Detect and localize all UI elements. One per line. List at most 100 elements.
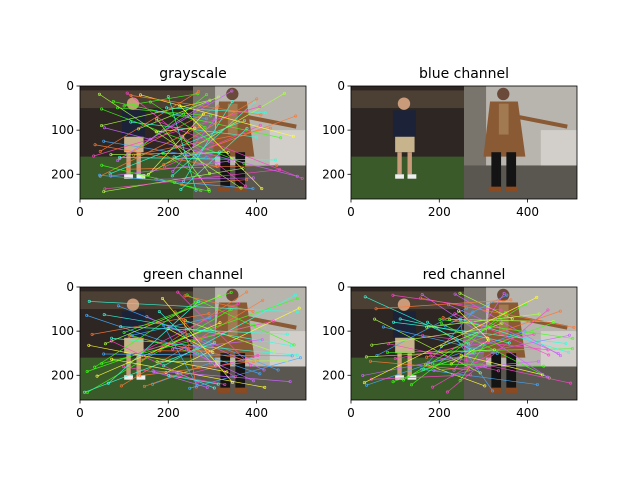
- keypoint-marker: [127, 334, 131, 338]
- keypoint-marker: [485, 336, 489, 340]
- left-person-leg-left: [126, 152, 131, 175]
- match-line: [460, 318, 569, 353]
- match-line: [172, 101, 255, 177]
- keypoint-marker: [102, 190, 106, 194]
- keypoint-marker: [245, 178, 249, 182]
- keypoint-marker: [570, 347, 574, 351]
- match-line: [447, 309, 549, 393]
- keypoint-marker: [386, 342, 390, 346]
- keypoint-marker: [213, 117, 217, 121]
- keypoint-marker: [155, 117, 159, 121]
- match-line: [454, 293, 561, 356]
- match-line: [383, 326, 498, 354]
- axes-frame: [350, 85, 578, 200]
- keypoint-marker: [207, 189, 211, 193]
- keypoint-marker: [162, 364, 166, 368]
- match-line: [101, 108, 245, 164]
- keypoint-marker: [293, 293, 297, 297]
- left-person-shoe-right: [136, 375, 146, 380]
- match-line: [364, 297, 537, 383]
- match-line: [365, 296, 469, 345]
- keypoint-marker: [251, 187, 255, 191]
- match-line: [117, 101, 208, 161]
- keypoint-marker: [177, 375, 181, 379]
- keypoint-marker: [509, 298, 513, 302]
- keypoint-marker: [420, 293, 424, 297]
- keypoint-marker: [212, 386, 216, 390]
- keypoint-marker: [288, 380, 292, 384]
- keypoint-marker: [425, 325, 429, 329]
- y-tick-label: 200: [51, 368, 74, 382]
- x-tick-label: 400: [245, 406, 268, 420]
- keypoint-marker: [119, 325, 123, 329]
- keypoint-marker: [259, 113, 263, 117]
- keypoint-marker: [546, 308, 550, 312]
- right-person-boot-left: [488, 387, 502, 393]
- match-line: [374, 318, 481, 374]
- keypoint-marker: [295, 310, 299, 314]
- match-line: [167, 328, 213, 353]
- match-line: [172, 339, 263, 350]
- match-line: [108, 301, 199, 384]
- right-person-leg-left: [491, 353, 502, 389]
- match-line: [172, 119, 216, 172]
- right-person-arm: [246, 114, 297, 129]
- keypoint-marker: [542, 364, 546, 368]
- match-line: [376, 307, 467, 356]
- match-line: [181, 179, 247, 185]
- keypoint-marker: [429, 354, 433, 358]
- match-line: [376, 299, 511, 310]
- keypoint-marker: [547, 353, 551, 357]
- keypoint-marker: [193, 300, 197, 304]
- keypoint-marker: [208, 98, 212, 102]
- x-tick-label: 200: [157, 406, 180, 420]
- keypoint-marker: [251, 309, 255, 313]
- keypoint-marker: [361, 374, 365, 378]
- keypoint-marker: [100, 124, 104, 128]
- keypoint-marker: [83, 390, 87, 394]
- left-person-leg-right: [136, 152, 141, 175]
- match-line: [430, 355, 499, 372]
- right-person-leg-left: [491, 152, 502, 188]
- keypoint-marker: [85, 370, 89, 374]
- right-person-boot-right: [505, 387, 518, 393]
- left-person-shorts: [395, 136, 415, 153]
- match-line: [130, 95, 261, 116]
- keypoint-marker: [425, 355, 429, 359]
- keypoint-marker: [97, 92, 101, 96]
- keypoint-marker: [165, 106, 169, 110]
- match-line: [96, 322, 221, 377]
- keypoint-marker: [109, 174, 113, 178]
- match-line: [103, 140, 206, 159]
- keypoint-marker: [251, 176, 255, 180]
- keypoint-marker: [245, 290, 249, 294]
- match-line: [186, 349, 254, 382]
- x-tick-label: 400: [245, 205, 268, 219]
- match-line: [459, 292, 513, 320]
- keypoint-marker: [179, 187, 183, 191]
- left-person-shorts: [395, 337, 415, 354]
- y-tick-label: 0: [337, 79, 345, 93]
- right-person-boot-right: [505, 186, 518, 192]
- keypoint-marker: [505, 293, 509, 297]
- keypoint-marker: [535, 295, 539, 299]
- match-line: [157, 360, 287, 363]
- keypoint-marker: [262, 368, 266, 372]
- keypoint-marker: [567, 350, 571, 354]
- match-line: [92, 313, 209, 335]
- match-line: [95, 144, 218, 167]
- keypoint-marker: [292, 343, 296, 347]
- right-person-head: [226, 87, 239, 101]
- keypoint-marker: [487, 338, 491, 342]
- keypoint-marker: [167, 373, 171, 377]
- keypoint-marker: [223, 382, 227, 386]
- keypoint-marker: [194, 385, 198, 389]
- keypoint-marker: [300, 176, 304, 180]
- keypoint-marker: [226, 150, 230, 154]
- keypoint-marker: [439, 321, 443, 325]
- match-line: [159, 350, 208, 352]
- keypoint-marker: [194, 188, 198, 192]
- keypoint-marker: [449, 362, 453, 366]
- keypoint-marker: [276, 368, 280, 372]
